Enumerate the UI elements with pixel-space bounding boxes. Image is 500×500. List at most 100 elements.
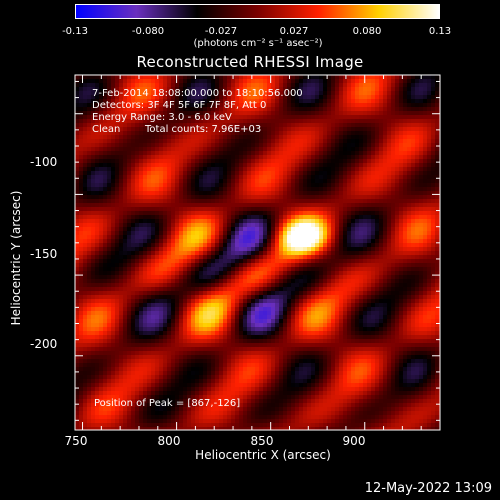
- heatmap-cell: [275, 183, 279, 187]
- heatmap-cell: [339, 207, 343, 211]
- heatmap-cell: [295, 211, 299, 215]
- heatmap-cell: [363, 115, 367, 119]
- heatmap-cell: [391, 263, 395, 267]
- heatmap-cell: [187, 131, 191, 135]
- heatmap-cell: [183, 187, 187, 191]
- heatmap-cell: [327, 183, 331, 187]
- heatmap-cell: [395, 263, 399, 267]
- heatmap-cell: [271, 219, 275, 223]
- heatmap-cell: [275, 259, 279, 263]
- heatmap-cell: [399, 95, 403, 99]
- heatmap-cell: [179, 179, 183, 183]
- heatmap-cell: [163, 187, 167, 191]
- heatmap-cell: [167, 99, 171, 103]
- heatmap-cell: [147, 119, 151, 123]
- heatmap-cell: [431, 211, 435, 215]
- heatmap-cell: [115, 127, 119, 131]
- heatmap-cell: [227, 223, 231, 227]
- heatmap-cell: [291, 111, 295, 115]
- heatmap-cell: [419, 119, 423, 123]
- heatmap-cell: [215, 279, 219, 283]
- heatmap-cell: [203, 123, 207, 127]
- heatmap-cell: [267, 159, 271, 163]
- heatmap-cell: [387, 99, 391, 103]
- heatmap-cell: [207, 231, 211, 235]
- heatmap-cell: [291, 199, 295, 203]
- heatmap-cell: [423, 79, 427, 83]
- heatmap-cell: [387, 183, 391, 187]
- heatmap-cell: [227, 79, 231, 83]
- heatmap-cell: [303, 171, 307, 175]
- heatmap-cell: [135, 111, 139, 115]
- heatmap-cell: [271, 123, 275, 127]
- heatmap-cell: [303, 223, 307, 227]
- heatmap-cell: [191, 283, 195, 287]
- heatmap-cell: [119, 275, 123, 279]
- heatmap-cell: [331, 111, 335, 115]
- heatmap-cell: [271, 287, 275, 291]
- heatmap-cell: [307, 91, 311, 95]
- heatmap-cell: [379, 271, 383, 275]
- heatmap-cell: [307, 227, 311, 231]
- heatmap-cell: [163, 219, 167, 223]
- heatmap-cell: [211, 127, 215, 131]
- heatmap-cell: [295, 151, 299, 155]
- heatmap-cell: [327, 131, 331, 135]
- heatmap-cell: [363, 139, 367, 143]
- heatmap-cell: [311, 115, 315, 119]
- heatmap-cell: [147, 87, 151, 91]
- heatmap-cell: [91, 231, 95, 235]
- heatmap-cell: [299, 167, 303, 171]
- heatmap-cell: [279, 219, 283, 223]
- heatmap-cell: [223, 131, 227, 135]
- heatmap-cell: [379, 211, 383, 215]
- heatmap-cell: [91, 283, 95, 287]
- heatmap-cell: [363, 167, 367, 171]
- heatmap-cell: [379, 87, 383, 91]
- heatmap-cell: [255, 135, 259, 139]
- heatmap-cell: [343, 227, 347, 231]
- heatmap-cell: [343, 155, 347, 159]
- heatmap-cell: [403, 255, 407, 259]
- heatmap-cell: [275, 283, 279, 287]
- heatmap-cell: [247, 179, 251, 183]
- heatmap-cell: [387, 147, 391, 151]
- heatmap-cell: [323, 203, 327, 207]
- heatmap-cell: [151, 107, 155, 111]
- heatmap-cell: [207, 275, 211, 279]
- heatmap-cell: [415, 79, 419, 83]
- heatmap-cell: [111, 239, 115, 243]
- heatmap-cell: [179, 283, 183, 287]
- heatmap-cell: [135, 79, 139, 83]
- heatmap-cell: [243, 131, 247, 135]
- heatmap-cell: [247, 155, 251, 159]
- heatmap-cell: [147, 255, 151, 259]
- heatmap-cell: [159, 223, 163, 227]
- heatmap-cell: [163, 155, 167, 159]
- heatmap-cell: [343, 219, 347, 223]
- heatmap-cell: [299, 79, 303, 83]
- heatmap-cell: [271, 239, 275, 243]
- heatmap-cell: [303, 215, 307, 219]
- heatmap-cell: [351, 239, 355, 243]
- heatmap-cell: [119, 223, 123, 227]
- heatmap-cell: [287, 107, 291, 111]
- heatmap-cell: [363, 231, 367, 235]
- heatmap-cell: [99, 247, 103, 251]
- heatmap-cell: [211, 159, 215, 163]
- heatmap-cell: [131, 115, 135, 119]
- heatmap-cell: [91, 215, 95, 219]
- heatmap-cell: [399, 259, 403, 263]
- heatmap-cell: [391, 267, 395, 271]
- heatmap-cell: [183, 251, 187, 255]
- heatmap-cell: [159, 255, 163, 259]
- heatmap-cell: [183, 191, 187, 195]
- heatmap-cell: [363, 275, 367, 279]
- heatmap-cell: [79, 155, 83, 159]
- heatmap-cell: [259, 99, 263, 103]
- heatmap-cell: [107, 251, 111, 255]
- heatmap-cell: [211, 83, 215, 87]
- heatmap-cell: [195, 219, 199, 223]
- heatmap-cell: [87, 255, 91, 259]
- heatmap-cell: [231, 183, 235, 187]
